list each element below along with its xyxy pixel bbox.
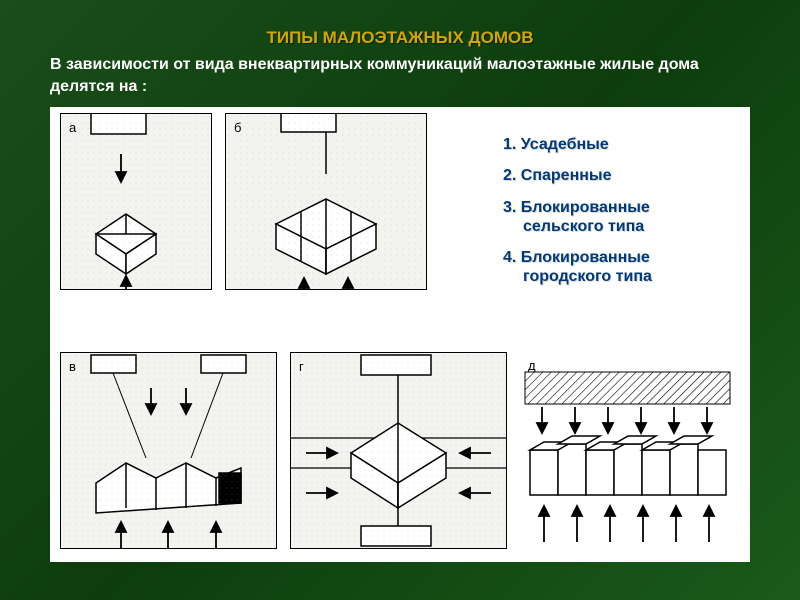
diagram-b-svg [226, 114, 426, 289]
plot-a: а [60, 113, 212, 290]
diagram-g-svg [291, 353, 506, 548]
legend-item-1: 1. Усадебные [503, 135, 728, 154]
diagram-d-svg [520, 352, 735, 547]
diagram-a-svg [61, 114, 211, 289]
plot-d: д [520, 352, 735, 547]
legend-item-4-line1: 4. Блокированные [503, 249, 650, 266]
label-a: а [69, 120, 76, 135]
plot-g: г [290, 352, 507, 549]
legend-item-2: 2. Спаренные [503, 166, 728, 185]
legend-item-3-line1: 3. Блокированные [503, 199, 650, 216]
legend-item-3-line2: сельского типа [503, 217, 728, 236]
label-b: б [234, 120, 241, 135]
page-subtitle: В зависимости от вида внеквартирных комм… [0, 48, 800, 107]
plot-b: б [225, 113, 427, 290]
legend-item-4: 4. Блокированные городского типа [503, 248, 728, 286]
diagram-v-svg [61, 353, 276, 548]
page-title: ТИПЫ МАЛОЭТАЖНЫХ ДОМОВ [0, 0, 800, 48]
label-v: в [69, 359, 76, 374]
plot-v: в [60, 352, 277, 549]
legend-item-3: 3. Блокированные сельского типа [503, 198, 728, 236]
label-g: г [299, 359, 304, 374]
diagram-area: а [50, 107, 750, 562]
legend: 1. Усадебные 2. Спаренные 3. Блокированн… [503, 135, 728, 298]
legend-item-4-line2: городского типа [503, 267, 728, 286]
